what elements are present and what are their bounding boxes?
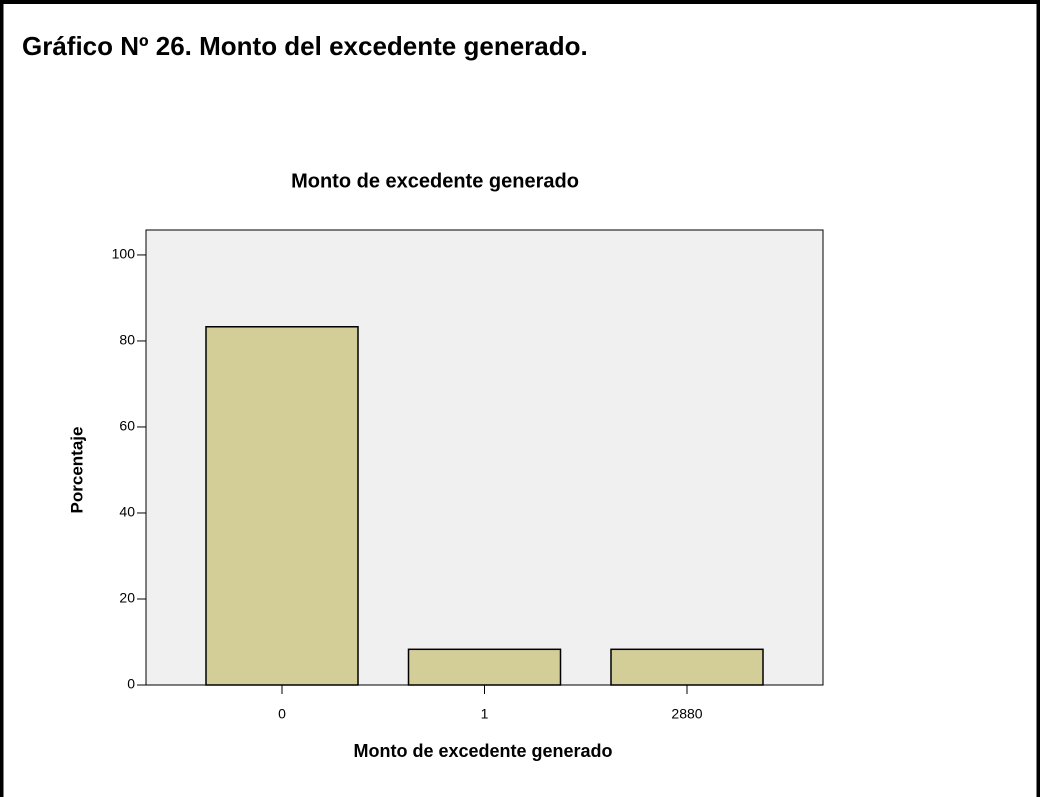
chart-title: Monto de excedente generado (291, 170, 579, 192)
y-tick-label: 60 (119, 418, 135, 434)
x-tick-label: 0 (278, 706, 286, 722)
page-title: Gráfico Nº 26. Monto del excedente gener… (22, 31, 588, 61)
bar (205, 326, 359, 686)
bar (407, 648, 562, 686)
y-tick-label: 20 (119, 590, 135, 606)
y-tick-label: 0 (127, 676, 135, 692)
bar (610, 648, 764, 686)
y-tick-label: 80 (119, 332, 135, 348)
x-tick-label: 1 (481, 706, 489, 722)
y-tick-label: 100 (112, 246, 136, 262)
y-axis-label: Porcentaje (67, 427, 86, 514)
x-axis-label: Monto de excedente generado (353, 741, 612, 761)
y-tick-label: 40 (119, 504, 135, 520)
x-tick-label: 2880 (671, 706, 702, 722)
